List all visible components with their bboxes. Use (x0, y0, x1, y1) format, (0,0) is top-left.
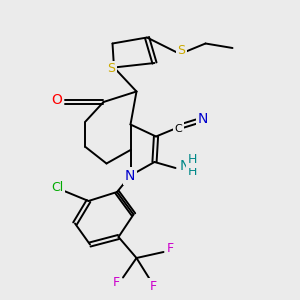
Text: F: F (113, 276, 120, 290)
Text: F: F (167, 242, 174, 256)
Text: S: S (108, 62, 116, 76)
Text: F: F (149, 280, 157, 293)
Text: C: C (175, 124, 182, 134)
Text: H: H (187, 165, 197, 178)
Text: N: N (179, 159, 190, 172)
Text: N: N (125, 169, 135, 183)
Text: O: O (52, 94, 62, 107)
Text: N: N (198, 112, 208, 126)
Text: H: H (187, 153, 197, 166)
Text: S: S (178, 44, 185, 58)
Text: Cl: Cl (52, 181, 64, 194)
